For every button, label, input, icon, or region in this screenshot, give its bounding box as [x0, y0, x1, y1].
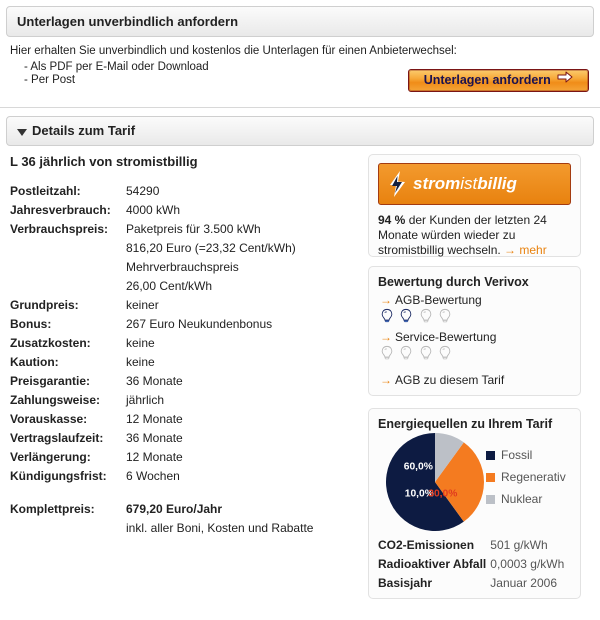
svg-text:60,0%: 60,0% — [404, 461, 433, 472]
svg-text:30,0%: 30,0% — [428, 489, 457, 500]
